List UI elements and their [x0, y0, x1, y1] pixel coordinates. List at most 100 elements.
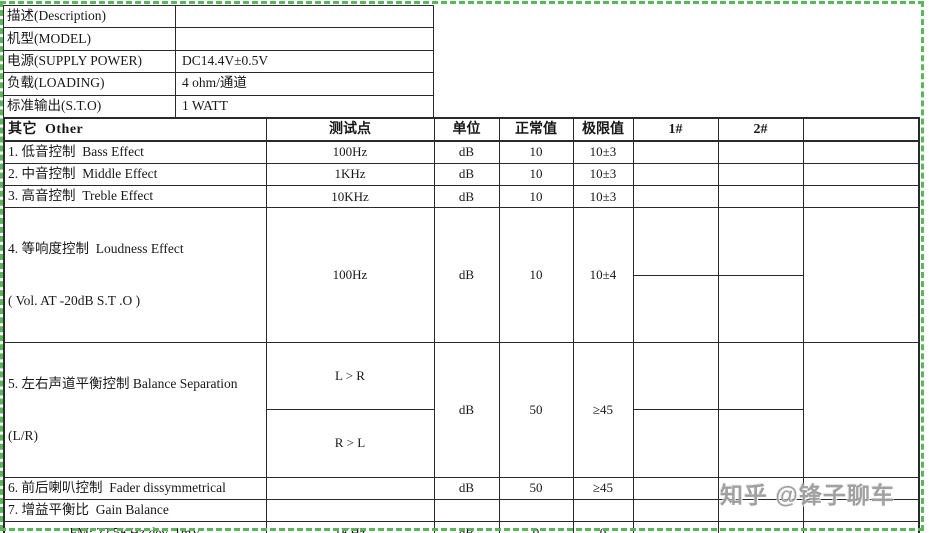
extra-cell: [802, 140, 920, 164]
col-header-other: 其它 Other: [3, 117, 267, 142]
limit-cell: 10±4: [572, 207, 634, 344]
sample1-cell: [632, 476, 719, 501]
info-value: [175, 27, 434, 51]
sample2-cell: [717, 521, 804, 533]
sample1-cell: [632, 185, 719, 209]
row-gain-balance: 7. 增益平衡比 Gain Balance: [3, 498, 920, 523]
row-balance-1: 5. 左右声道平衡控制 Balance Separation (L/R) L >…: [3, 342, 920, 478]
sample2-cell: [717, 409, 804, 478]
test-point-cell: R > L: [265, 409, 435, 478]
normal-cell: 10: [498, 207, 574, 344]
sample1-cell: [632, 498, 719, 523]
info-label: 标准输出(S.T.O): [3, 94, 176, 118]
limit-cell: 10±3: [572, 185, 634, 209]
extra-cell: [802, 521, 920, 533]
col-header-extra: [802, 117, 920, 142]
limit-cell: 0: [572, 521, 634, 533]
limit-cell: [572, 498, 634, 523]
info-row-loading: 负载(LOADING) 4 ohm/通道: [3, 72, 434, 96]
limit-cell: 10±3: [572, 162, 634, 187]
normal-cell: 10: [498, 162, 574, 187]
normal-cell: 0: [498, 521, 574, 533]
normal-cell: 10: [498, 140, 574, 164]
info-label: 负载(LOADING): [3, 72, 176, 96]
row-label-line1: 5. 左右声道平衡控制 Balance Separation: [8, 375, 238, 391]
extra-cell: [802, 207, 920, 344]
unit-cell: dB: [433, 162, 500, 187]
other-spec-table: 其它 Other 测试点 单位 正常值 极限值 1# 2# 1. 低音控制 Ba…: [3, 117, 920, 533]
sample2-cell: [717, 342, 804, 411]
row-label: 5. 左右声道平衡控制 Balance Separation (L/R): [3, 342, 267, 478]
sample1-cell: [632, 521, 719, 533]
row-label: FM: 22.5KHz dev. 1mV: [3, 521, 267, 533]
row-label: 4. 等响度控制 Loudness Effect ( Vol. AT -20dB…: [3, 207, 267, 344]
row-label: 7. 增益平衡比 Gain Balance: [3, 498, 267, 523]
extra-cell: [802, 185, 920, 209]
sample1-cell: [632, 162, 719, 187]
info-value: 1 WATT: [175, 94, 434, 118]
limit-cell: ≥45: [572, 342, 634, 478]
unit-cell: dB: [433, 342, 500, 478]
limit-cell: ≥45: [572, 476, 634, 501]
row-bass: 1. 低音控制 Bass Effect 100Hz dB 10 10±3: [3, 140, 920, 164]
test-point-cell: 100Hz: [265, 207, 435, 344]
sample2-cell: [717, 185, 804, 209]
unit-cell: dB: [433, 185, 500, 209]
row-label-line1: 4. 等响度控制 Loudness Effect: [8, 241, 184, 257]
sample2-cell: [717, 162, 804, 187]
sample2-cell: [717, 207, 804, 276]
info-row-description: 描述(Description): [3, 4, 434, 29]
sample1-cell: [632, 342, 719, 411]
col-header-sample2: 2#: [717, 117, 804, 142]
row-label-line2: (L/R): [8, 427, 38, 443]
test-point-cell: 10KHz: [265, 185, 435, 209]
info-row-power: 电源(SUPPLY POWER) DC14.4V±0.5V: [3, 49, 434, 74]
row-treble: 3. 高音控制 Treble Effect 10KHz dB 10 10±3: [3, 185, 920, 209]
test-point-cell: 100Hz: [265, 140, 435, 164]
info-label: 机型(MODEL): [3, 27, 176, 51]
normal-cell: 50: [498, 476, 574, 501]
row-balance-2: R > L: [4, 409, 919, 478]
info-label: 电源(SUPPLY POWER): [3, 49, 176, 74]
info-table: 描述(Description) 机型(MODEL) 电源(SUPPLY POWE…: [3, 4, 434, 118]
row-label: 1. 低音控制 Bass Effect: [3, 140, 267, 164]
test-point-cell: [265, 498, 435, 523]
row-middle: 2. 中音控制 Middle Effect 1KHz dB 10 10±3: [3, 162, 920, 187]
sample2-cell: [717, 274, 804, 344]
unit-cell: dB: [433, 476, 500, 501]
extra-cell: [802, 498, 920, 523]
info-row-sto: 标准输出(S.T.O) 1 WATT: [3, 94, 434, 118]
row-label: 6. 前后喇叭控制 Fader dissymmetrical: [3, 476, 267, 501]
col-header-normal: 正常值: [498, 117, 574, 142]
extra-cell: [802, 162, 920, 187]
info-label: 描述(Description): [3, 4, 176, 29]
row-loudness-1: 4. 等响度控制 Loudness Effect ( Vol. AT -20dB…: [3, 207, 920, 344]
test-point-cell: L > R: [265, 342, 435, 411]
sample2-cell: [717, 140, 804, 164]
unit-cell: dB: [433, 521, 500, 533]
zhihu-watermark: 知乎 @锋子聊车: [720, 482, 895, 508]
header-row: 其它 Other 测试点 单位 正常值 极限值 1# 2#: [3, 117, 920, 142]
col-header-sample1: 1#: [632, 117, 719, 142]
test-point-cell: 1KHz: [265, 162, 435, 187]
row-fm: FM: 22.5KHz dev. 1mV 1KHz dB 0 0: [3, 521, 920, 533]
row-label: 3. 高音控制 Treble Effect: [3, 185, 267, 209]
unit-cell: dB: [433, 140, 500, 164]
row-fader: 6. 前后喇叭控制 Fader dissymmetrical dB 50 ≥45: [3, 476, 920, 501]
row-label: 2. 中音控制 Middle Effect: [3, 162, 267, 187]
normal-cell: [498, 498, 574, 523]
normal-cell: 50: [498, 342, 574, 478]
sample1-cell: [632, 274, 719, 344]
col-header-limit: 极限值: [572, 117, 634, 142]
col-header-unit: 单位: [433, 117, 500, 142]
col-header-test-point: 测试点: [265, 117, 435, 142]
test-point-cell: 1KHz: [265, 521, 435, 533]
sample1-cell: [632, 140, 719, 164]
unit-cell: dB: [433, 207, 500, 344]
info-value: 4 ohm/通道: [175, 72, 434, 96]
test-point-cell: [265, 476, 435, 501]
info-row-model: 机型(MODEL): [3, 27, 434, 51]
info-value: [175, 4, 434, 29]
unit-cell: [433, 498, 500, 523]
